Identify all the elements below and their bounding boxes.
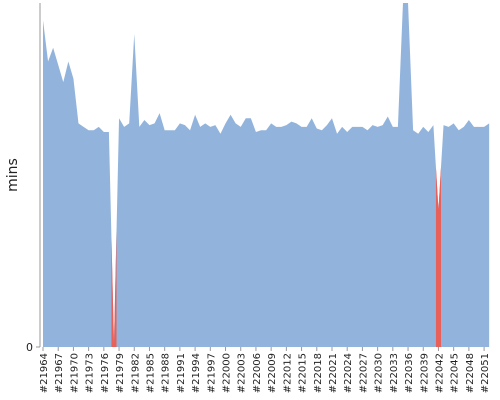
x-tick-label: #22021 [328, 353, 339, 393]
x-tick-label: #22045 [450, 353, 461, 393]
failed-point [111, 230, 117, 347]
x-tick-label: #22006 [252, 353, 263, 393]
x-tick-label: #22015 [298, 353, 309, 393]
x-tick-label: #22009 [267, 353, 278, 393]
x-tick-label: #22018 [313, 353, 324, 393]
y-axis-label: mins [5, 158, 21, 192]
x-tick-label: #21994 [191, 353, 202, 393]
x-tick-label: #21976 [100, 353, 111, 393]
x-tick-label: #22024 [343, 353, 354, 393]
x-tick-label: #21967 [54, 353, 65, 393]
x-tick-label: #22012 [282, 353, 293, 393]
x-tick-label: #22033 [389, 353, 400, 393]
x-tick-label: #22030 [374, 353, 385, 393]
x-tick-label: #22003 [237, 353, 248, 393]
x-tick-label: #21973 [85, 353, 96, 393]
x-tick-label: #22000 [222, 353, 233, 393]
x-tick-label: #21988 [161, 353, 172, 393]
x-tick-label: #22048 [465, 353, 476, 393]
x-tick-label: #21979 [115, 353, 126, 393]
x-tick-label: #21985 [145, 353, 156, 393]
x-tick-label: #22051 [480, 353, 491, 393]
x-tick-label: #22042 [434, 353, 445, 393]
x-tick-label: #22027 [358, 353, 369, 393]
failed-point [435, 167, 441, 347]
y-tick-label: 0 [26, 341, 33, 354]
x-tick-label: #21970 [69, 353, 80, 393]
x-tick-label: #21991 [176, 353, 187, 393]
x-tick-label: #22036 [404, 353, 415, 393]
x-tick-label: #21982 [130, 353, 141, 393]
x-tick-label: #21964 [39, 353, 50, 393]
x-tick-label: #21997 [206, 353, 217, 393]
x-tick-label: #22039 [419, 353, 430, 393]
area [43, 3, 490, 347]
